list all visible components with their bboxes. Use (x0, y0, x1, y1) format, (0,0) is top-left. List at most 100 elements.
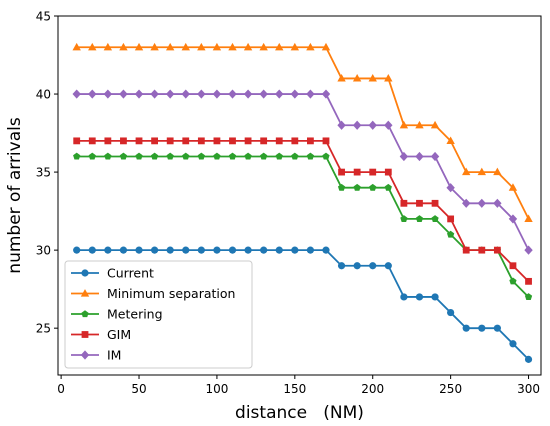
data-point (524, 245, 533, 255)
legend: Current Minimum separation Metering GIM IM (64, 260, 253, 369)
data-point (337, 120, 346, 130)
data-point (134, 89, 144, 99)
data-point (509, 262, 517, 270)
data-point (477, 198, 486, 208)
series-gim (73, 137, 532, 285)
data-point (400, 293, 408, 301)
data-point (197, 152, 205, 160)
data-point (165, 42, 175, 51)
x-tick-label: 50 (131, 382, 146, 396)
series-current (73, 246, 533, 363)
data-point (119, 89, 128, 99)
legend-box (64, 260, 253, 369)
data-point (321, 89, 331, 99)
data-point (213, 137, 221, 145)
x-tick-label: 250 (439, 382, 462, 396)
data-point (430, 151, 440, 162)
data-point (212, 42, 222, 51)
data-point (243, 89, 253, 99)
data-point (151, 246, 159, 254)
data-point (150, 89, 159, 99)
data-point (321, 42, 331, 51)
series-minimum-separation (72, 42, 533, 223)
data-point (119, 42, 128, 51)
data-point (119, 152, 128, 160)
data-point (229, 137, 236, 145)
x-tick-label: 150 (283, 382, 306, 396)
data-point (165, 89, 175, 99)
data-point (338, 168, 345, 176)
data-point (447, 215, 455, 223)
data-point (399, 151, 409, 162)
data-point (322, 246, 330, 254)
data-point (260, 152, 268, 160)
data-point (260, 246, 268, 254)
legend-label: Current (107, 266, 154, 281)
y-tick-label: 30 (36, 243, 51, 257)
data-point (181, 42, 190, 51)
data-point (493, 324, 501, 332)
data-point (275, 42, 284, 51)
data-point (415, 293, 424, 301)
data-point (244, 152, 252, 160)
data-point (182, 137, 190, 145)
data-point (88, 246, 96, 254)
data-point (104, 246, 112, 254)
data-point (415, 151, 424, 162)
data-point (103, 42, 113, 51)
data-point (306, 152, 315, 160)
data-point (72, 42, 81, 51)
data-point (337, 262, 346, 270)
data-point (291, 137, 299, 145)
data-point (493, 198, 502, 208)
data-point (104, 152, 112, 160)
data-point (275, 246, 283, 254)
y-axis-label: number of arrivals (5, 117, 25, 274)
data-point (384, 262, 392, 270)
data-point (525, 277, 532, 285)
data-point (322, 152, 330, 160)
data-point (197, 89, 206, 99)
legend-entry: GIM (71, 327, 131, 342)
y-axis-ticks: 25 30 35 40 45 (36, 9, 58, 335)
legend-marker (81, 310, 89, 318)
data-point (260, 137, 268, 145)
data-point (181, 89, 190, 99)
data-point (493, 246, 501, 254)
data-point (352, 120, 362, 130)
data-point (88, 152, 96, 160)
data-point (353, 262, 361, 270)
data-point (446, 183, 455, 193)
data-point (228, 42, 237, 51)
data-point (259, 89, 268, 99)
legend-entry: Minimum separation (71, 286, 235, 301)
data-point (228, 89, 237, 99)
data-point (384, 120, 393, 130)
data-point (431, 293, 439, 301)
data-point (275, 137, 283, 145)
series-line (76, 46, 530, 220)
data-point (337, 183, 346, 191)
legend-entry: Current (71, 266, 154, 281)
data-point (462, 246, 470, 254)
data-point (509, 340, 517, 348)
data-point (524, 355, 533, 363)
data-point (103, 89, 113, 99)
legend-label: Metering (107, 307, 163, 322)
data-point (508, 214, 518, 224)
data-point (243, 42, 253, 51)
data-point (462, 167, 471, 176)
data-point (508, 183, 518, 191)
x-axis-label: distance (NM) (235, 403, 364, 423)
data-point (509, 277, 517, 285)
data-point (524, 214, 533, 223)
data-point (431, 215, 439, 222)
data-point (493, 167, 502, 176)
x-tick-label: 200 (361, 382, 384, 396)
data-point (416, 199, 423, 207)
data-point (197, 246, 205, 254)
data-point (244, 137, 252, 145)
data-point (430, 120, 440, 129)
legend-marker (81, 331, 89, 338)
